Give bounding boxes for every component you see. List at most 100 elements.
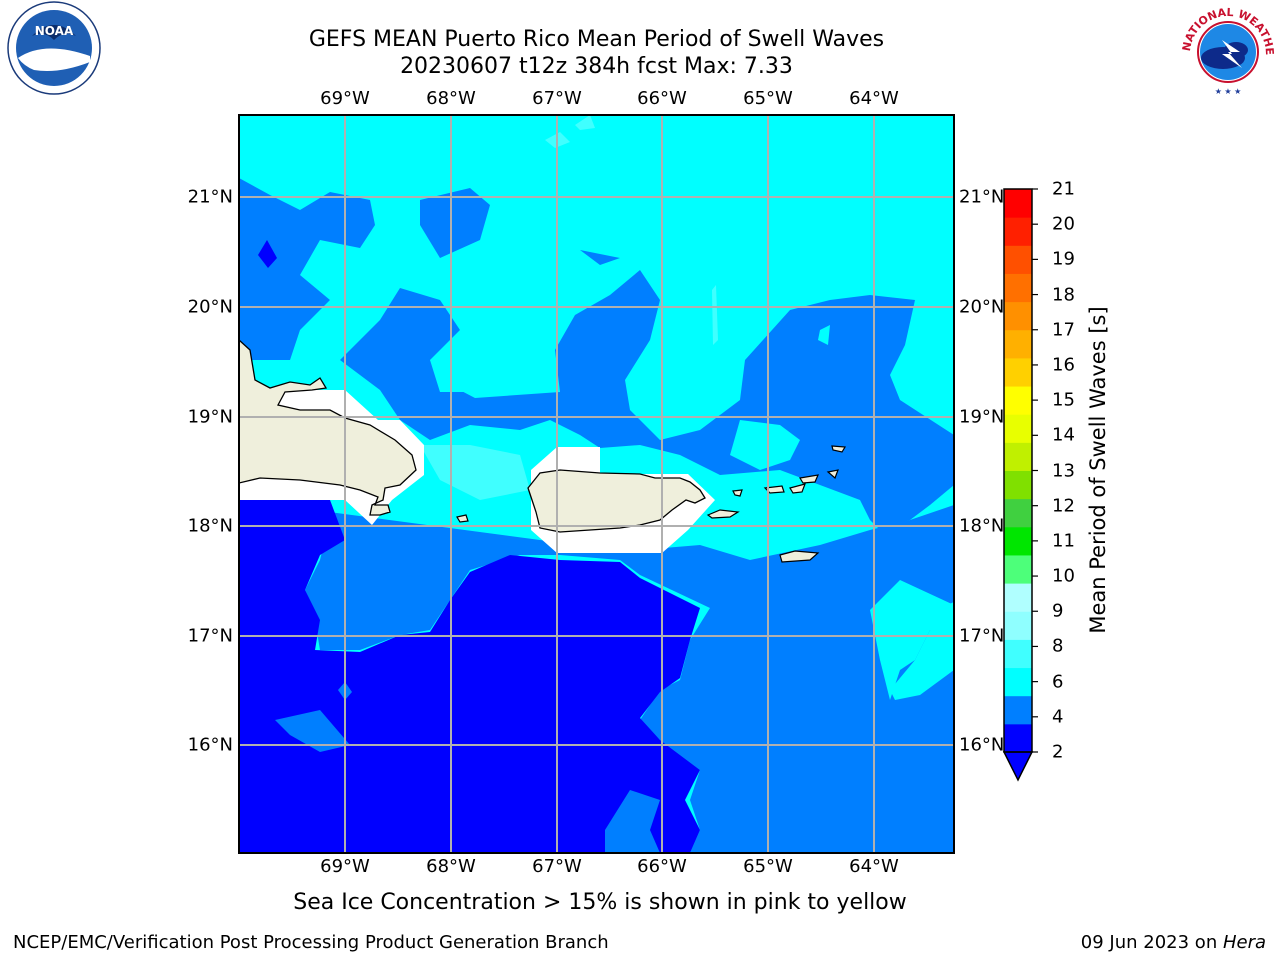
swell-zone-blue-north	[420, 188, 490, 258]
land-tortola	[799, 474, 819, 484]
colorbar-segment	[1004, 245, 1032, 274]
swell-zone-cyan-southeast	[890, 630, 954, 700]
land-st-john	[789, 483, 806, 494]
lon-label-bottom-64w: 64°W	[849, 856, 899, 877]
colorbar-segment	[1004, 695, 1032, 725]
colorbar-tick-label: 12	[1052, 495, 1075, 517]
colorbar-tick-label: 10	[1052, 565, 1075, 587]
lon-label-bottom-68w: 68°W	[426, 856, 476, 877]
lat-label-left-20n: 20°N	[187, 296, 233, 318]
colorbar-tick-label: 4	[1052, 706, 1064, 728]
sea-ice-note: Sea Ice Concentration > 15% is shown in …	[293, 890, 907, 915]
colorbar-tick-label: 13	[1052, 460, 1075, 481]
lon-label-bottom-66w: 66°W	[637, 856, 687, 877]
lat-label-left-21n: 21°N	[187, 186, 233, 208]
lon-label-top-69w: 69°W	[320, 88, 370, 109]
lat-label-left-18n: 18°N	[187, 515, 233, 537]
colorbar-segment	[1004, 498, 1032, 528]
colorbar	[1002, 188, 1038, 782]
lat-label-left-16n: 16°N	[187, 734, 233, 756]
colorbar-segment	[1004, 639, 1032, 669]
lat-label-right-18n: 18°N	[959, 515, 1005, 537]
lat-label-right-20n: 20°N	[959, 296, 1005, 318]
lat-label-right-16n: 16°N	[959, 734, 1005, 756]
swell-zone-blue-upper-right	[580, 250, 620, 265]
land-hispaniola	[239, 339, 417, 516]
colorbar-tick-label: 11	[1052, 530, 1075, 552]
map-gridlines	[239, 115, 954, 853]
swell-zone-cyan-east-edge	[935, 602, 954, 616]
nws-logo: NATIONAL WEATHER SERVICE ★ ★ ★	[1178, 0, 1276, 96]
colorbar-segment	[1004, 414, 1032, 443]
land-virgin-gorda	[826, 469, 839, 480]
colorbar-segment	[1004, 554, 1032, 584]
colorbar-segment	[1004, 386, 1032, 415]
land-mona-island	[456, 514, 469, 523]
colorbar-segment	[1004, 667, 1032, 697]
land-anegada	[831, 445, 847, 453]
colorbar-tick-label: 21	[1052, 178, 1075, 200]
lat-label-right-17n: 17°N	[959, 625, 1005, 647]
noaa-logo: NOAA	[7, 1, 101, 95]
lat-label-left-17n: 17°N	[187, 625, 233, 647]
colorbar-segment	[1004, 442, 1032, 471]
swell-zone-blue-southwest-patch	[275, 710, 350, 752]
footer-host: Hera	[1222, 932, 1266, 953]
lon-label-top-67w: 67°W	[532, 88, 582, 109]
colorbar-tick-label: 8	[1052, 635, 1064, 657]
swell-zone-lightcyan-north2	[575, 115, 595, 130]
colorbar-segment	[1004, 301, 1032, 331]
swell-zone-cyan-island-east	[818, 325, 830, 345]
colorbar-tick-label: 16	[1052, 354, 1075, 376]
lon-label-top-68w: 68°W	[426, 88, 476, 109]
lon-label-top-65w: 65°W	[743, 88, 793, 109]
land-vieques	[706, 509, 740, 519]
swell-zone-blue-south	[239, 500, 954, 853]
lat-label-right-19n: 19°N	[959, 406, 1005, 428]
colorbar-segment	[1004, 329, 1032, 359]
swell-zone-cyan-east-box	[730, 420, 800, 470]
colorbar-segment	[1004, 470, 1032, 500]
land-st-croix	[779, 550, 820, 563]
map-subtitle: 20230607 t12z 384h fcst Max: 7.33	[400, 54, 793, 79]
map-title: GEFS MEAN Puerto Rico Mean Period of Swe…	[308, 27, 885, 52]
colorbar-tick-label: 14	[1052, 424, 1075, 446]
swell-zone-blue-center	[340, 270, 954, 530]
colorbar-tick-label: 15	[1052, 389, 1075, 411]
colorbar-title: Mean Period of Swell Waves [s]	[1086, 306, 1110, 634]
colorbar-tick-label: 2	[1052, 741, 1064, 763]
lat-label-right-21n: 21°N	[959, 186, 1005, 208]
colorbar-segment	[1004, 723, 1032, 753]
colorbar-tick-label: 20	[1052, 213, 1075, 235]
swell-zone-darkblue-south	[239, 500, 700, 853]
lon-label-bottom-67w: 67°W	[532, 856, 582, 877]
land-puerto-rico	[527, 469, 706, 533]
colorbar-tick-label: 18	[1052, 284, 1075, 306]
colorbar-tick-label: 6	[1052, 671, 1064, 693]
swell-zone-blue-northwest	[239, 178, 375, 360]
colorbar-segment	[1004, 583, 1032, 612]
swell-zone-darkblue-north-dot	[258, 240, 277, 268]
swell-zone-blue-south-patch	[605, 790, 660, 853]
lat-label-left-19n: 19°N	[187, 406, 233, 428]
colorbar-segment	[1004, 526, 1032, 556]
colorbar-segment	[1004, 189, 1032, 218]
svg-text:NOAA: NOAA	[35, 24, 74, 38]
lon-label-top-64w: 64°W	[849, 88, 899, 109]
footer-credit: NCEP/EMC/Verification Post Processing Pr…	[13, 932, 609, 953]
swell-zone-lightcyan-streak	[712, 285, 718, 345]
colorbar-tick-label: 17	[1052, 319, 1075, 341]
colorbar-segment	[1004, 217, 1032, 246]
footer-date: 09 Jun 2023 on Hera	[1080, 932, 1266, 953]
lon-label-top-66w: 66°W	[637, 88, 687, 109]
svg-text:★ ★ ★: ★ ★ ★	[1215, 87, 1242, 96]
lon-label-bottom-69w: 69°W	[320, 856, 370, 877]
colorbar-under-arrow	[1002, 751, 1034, 782]
map-frame	[238, 114, 955, 854]
land-culebra	[732, 489, 743, 497]
colorbar-segment	[1004, 273, 1032, 303]
lon-label-bottom-65w: 65°W	[743, 856, 793, 877]
colorbar-tick-label: 19	[1052, 248, 1075, 270]
swell-zone-lightcyan-center	[420, 445, 530, 500]
